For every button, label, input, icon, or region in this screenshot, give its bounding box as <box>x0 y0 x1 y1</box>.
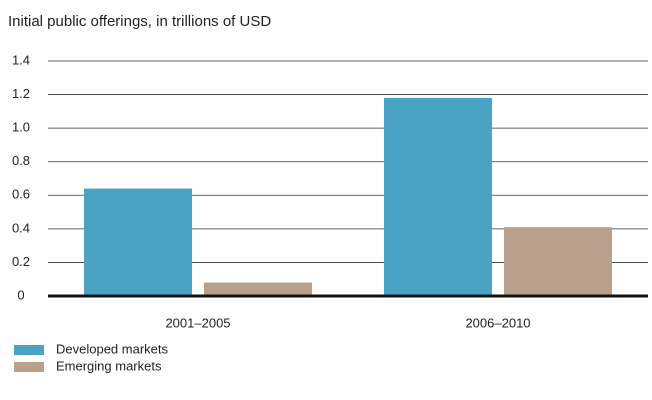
bar <box>204 282 312 296</box>
x-tick-label: 2006–2010 <box>465 315 530 330</box>
bar <box>504 227 612 296</box>
y-tick-label: 0.6 <box>12 187 30 202</box>
y-tick-label: 0.4 <box>12 220 30 235</box>
y-tick-label: 0 <box>17 287 24 302</box>
legend-swatch <box>14 345 44 355</box>
y-tick-label: 0.2 <box>12 254 30 269</box>
y-tick-label: 1.4 <box>12 52 30 67</box>
legend-label: Emerging markets <box>56 358 162 373</box>
legend-swatch <box>14 362 44 372</box>
y-tick-label: 0.8 <box>12 153 30 168</box>
bar <box>384 97 492 296</box>
y-tick-label: 1.0 <box>12 120 30 135</box>
y-tick-label: 1.2 <box>12 86 30 101</box>
legend-label: Developed markets <box>56 341 168 356</box>
bar <box>84 188 192 296</box>
x-tick-label: 2001–2005 <box>165 315 230 330</box>
chart-title: Initial public offerings, in trillions o… <box>8 13 271 30</box>
